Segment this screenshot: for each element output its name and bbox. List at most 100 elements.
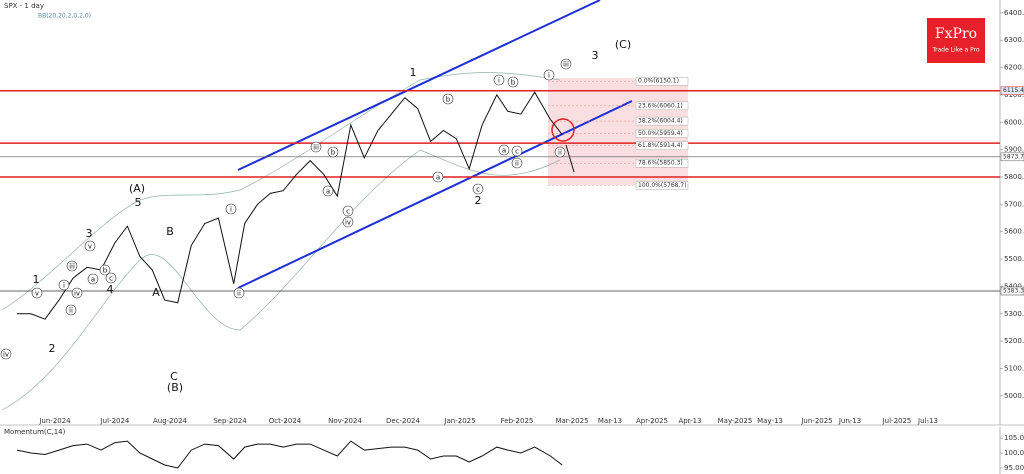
wave-label: iv bbox=[3, 351, 9, 359]
wave-label: b bbox=[446, 96, 451, 104]
wave-circle bbox=[99, 264, 111, 276]
wave-label: c bbox=[346, 208, 350, 216]
wave-label: 2 bbox=[49, 342, 56, 355]
wave-circle bbox=[327, 146, 339, 158]
x-tick-label: Jun-2024 bbox=[38, 417, 71, 425]
wave-label: 1 bbox=[33, 273, 40, 286]
wave-circle bbox=[342, 216, 354, 228]
x-tick-label: Aug-2024 bbox=[153, 417, 188, 425]
wave-label: b bbox=[103, 267, 108, 275]
x-tick-label: Jul-2025 bbox=[882, 417, 912, 425]
bollinger-lower bbox=[1, 149, 561, 411]
wave-circle bbox=[498, 144, 510, 156]
logo-name: FxPro bbox=[935, 26, 977, 42]
level-label-box bbox=[1000, 86, 1024, 95]
wave-circle bbox=[560, 58, 572, 70]
y-tick-label: 5200.0 bbox=[1004, 337, 1024, 345]
wave-label: a bbox=[91, 276, 95, 284]
wave-label: A bbox=[152, 286, 160, 299]
wave-label: i bbox=[230, 206, 232, 214]
fib-label: 38.2%(6004.4) bbox=[638, 118, 683, 125]
y-tick-label: 105.00 bbox=[1004, 434, 1024, 442]
indicator-label: BB(20,20,2,0,2,0) bbox=[38, 13, 91, 20]
fib-label: 61.8%(5914.4) bbox=[638, 142, 683, 149]
fib-label-box bbox=[635, 181, 689, 190]
y-tick-label: 5700.0 bbox=[1004, 200, 1024, 208]
wave-circle bbox=[543, 69, 555, 81]
wave-label: iv bbox=[74, 290, 80, 298]
fib-label-box bbox=[635, 159, 689, 168]
x-tick-label: Apr-2025 bbox=[636, 417, 668, 425]
wave-circle bbox=[432, 171, 444, 183]
bollinger-upper bbox=[1, 72, 561, 311]
wave-label: a bbox=[502, 147, 506, 155]
wave-label: iii bbox=[69, 263, 75, 271]
wave-label: c bbox=[109, 275, 113, 283]
fib-label-box bbox=[635, 101, 689, 111]
level-label: 5873.7 bbox=[1003, 153, 1024, 160]
wave-label: (A) bbox=[129, 182, 145, 195]
fib-label: 0.0%(6150.1) bbox=[638, 78, 679, 85]
fib-label-box bbox=[635, 77, 689, 86]
wave-label: v bbox=[35, 290, 39, 298]
y-tick-label: 100.00 bbox=[1004, 449, 1024, 457]
y-tick-label: 6400.0 bbox=[1004, 9, 1024, 17]
wave-circle bbox=[65, 304, 77, 316]
y-tick-label: 5900.0 bbox=[1004, 146, 1024, 154]
wave-label: i bbox=[63, 282, 65, 290]
wave-label: i bbox=[548, 72, 550, 80]
wave-label: 1 bbox=[410, 66, 417, 79]
wave-circle bbox=[554, 146, 566, 158]
y-tick-label: 6300.0 bbox=[1004, 36, 1024, 44]
y-tick-label: 5100.0 bbox=[1004, 364, 1024, 372]
wave-label: ii bbox=[69, 307, 73, 315]
fib-label: 23.6%(6060.1) bbox=[638, 102, 683, 109]
x-tick-label: Feb-2025 bbox=[501, 417, 534, 425]
wave-label: 3 bbox=[86, 227, 93, 240]
y-tick-label: 5600.0 bbox=[1004, 228, 1024, 236]
wave-label: ii bbox=[515, 160, 519, 168]
x-tick-label: Apr-13 bbox=[678, 417, 701, 425]
y-tick-label: 5000.0 bbox=[1004, 392, 1024, 400]
wave-label: (B) bbox=[167, 381, 183, 394]
x-tick-label: Jul-13 bbox=[917, 417, 938, 425]
wave-label: C bbox=[170, 370, 178, 383]
wave-label: 3 bbox=[592, 49, 599, 62]
x-tick-label: Dec-2024 bbox=[386, 417, 420, 425]
wave-label: b bbox=[331, 149, 336, 157]
x-tick-label: Nov-2024 bbox=[328, 417, 362, 425]
momentum-line bbox=[16, 440, 563, 469]
fib-label: 100.0%(5768.7) bbox=[638, 182, 687, 189]
y-tick-label: 6200.0 bbox=[1004, 64, 1024, 72]
logo bbox=[927, 18, 985, 63]
wave-circle bbox=[322, 185, 334, 197]
wave-label: c bbox=[476, 186, 480, 194]
wave-circle bbox=[493, 74, 505, 86]
y-tick-label: 5300.0 bbox=[1004, 310, 1024, 318]
y-tick-label: 6000.0 bbox=[1004, 118, 1024, 126]
level-label: 6115.4 bbox=[1003, 87, 1024, 94]
wave-label: 4 bbox=[107, 283, 114, 296]
wave-label: c bbox=[515, 148, 519, 156]
wave-circle bbox=[233, 287, 245, 299]
x-tick-label: Oct-2024 bbox=[269, 417, 302, 425]
wave-circle bbox=[225, 203, 237, 215]
y-tick-label: 5400.0 bbox=[1004, 282, 1024, 290]
x-tick-label: Sep-2024 bbox=[213, 417, 247, 425]
wave-label: iv bbox=[345, 219, 351, 227]
price-line bbox=[17, 91, 563, 320]
wave-circle bbox=[31, 287, 43, 299]
wave-label: ii bbox=[237, 290, 241, 298]
logo-tagline: Trade Like a Pro bbox=[931, 47, 980, 54]
wave-label: 2 bbox=[475, 194, 482, 207]
level-label: 5383.3 bbox=[1003, 287, 1024, 294]
wave-circle bbox=[58, 279, 70, 291]
chart-title: SPX - 1 day bbox=[4, 2, 44, 10]
wave-label: iii bbox=[563, 61, 569, 69]
wave-circle bbox=[511, 157, 523, 169]
y-tick-label: 5500.0 bbox=[1004, 255, 1024, 263]
x-tick-label: Mar-13 bbox=[598, 417, 622, 425]
fib-label-box bbox=[635, 116, 689, 126]
